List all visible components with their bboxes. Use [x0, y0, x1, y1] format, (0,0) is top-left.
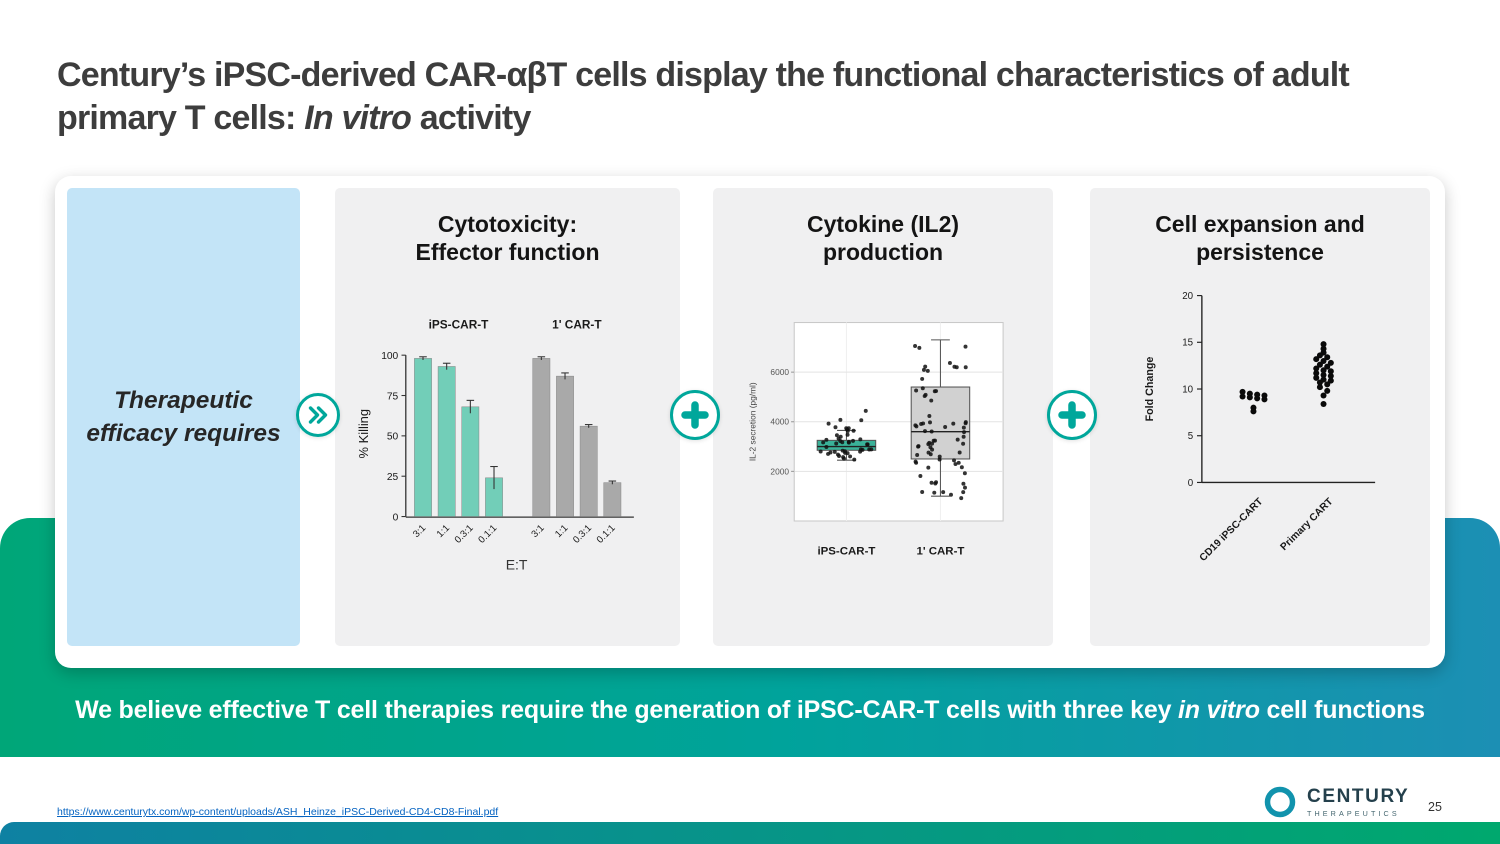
logo-subtitle: THERAPEUTICS [1307, 808, 1400, 818]
svg-text:3:1: 3:1 [411, 523, 428, 540]
cytotoxicity-title: Cytotoxicity: Effector function [415, 211, 600, 266]
banner-italic: in vitro [1178, 696, 1260, 724]
svg-text:Fold Change: Fold Change [1144, 357, 1156, 422]
svg-text:1' CAR-T: 1' CAR-T [552, 317, 602, 331]
expansion-dot-chart: 0 5 10 15 20 Fold Change CD19 iPSC-CART Primary… [1144, 291, 1376, 564]
banner-prefix: We believe effective T cell therapies re… [75, 696, 1179, 724]
svg-text:% Killing: % Killing [356, 409, 371, 459]
svg-text:0: 0 [1188, 478, 1194, 489]
efficacy-label: Therapeutic efficacy requires [86, 386, 281, 447]
svg-text:1' CAR-T: 1' CAR-T [916, 545, 964, 557]
svg-text:4000: 4000 [770, 417, 789, 427]
plus-icon [1047, 390, 1097, 440]
svg-text:2000: 2000 [770, 466, 789, 476]
therapeutic-efficacy-panel: Therapeutic efficacy requires [67, 188, 300, 646]
svg-text:3:1: 3:1 [529, 523, 546, 540]
svg-text:1:1: 1:1 [553, 523, 570, 540]
century-logo: CENTURY THERAPEUTICS [1262, 784, 1409, 820]
svg-text:iPS-CAR-T: iPS-CAR-T [428, 317, 489, 331]
svg-text:iPS-CAR-T: iPS-CAR-T [817, 545, 875, 557]
svg-text:0.1:1: 0.1:1 [594, 523, 617, 546]
svg-text:15: 15 [1182, 338, 1193, 349]
title-prefix: Century’s iPSC-derived CAR-αβT cells dis… [57, 56, 1350, 137]
svg-text:75: 75 [386, 391, 398, 402]
svg-text:E:T: E:T [505, 556, 527, 572]
svg-text:IL-2 secretion (pg/ml): IL-2 secretion (pg/ml) [748, 382, 758, 461]
key-message-banner: We believe effective T cell therapies re… [0, 696, 1500, 725]
plus-glyph [681, 401, 709, 429]
svg-text:25: 25 [386, 472, 398, 483]
svg-text:20: 20 [1182, 291, 1193, 302]
expansion-title: Cell expansion and persistence [1155, 211, 1365, 266]
svg-text:CD19 iPSC-CART: CD19 iPSC-CART [1198, 496, 1266, 564]
logo-brand: CENTURY [1307, 785, 1410, 807]
content-card: Therapeutic efficacy requires Cytotoxici… [55, 176, 1445, 668]
svg-text:10: 10 [1182, 385, 1193, 396]
cytokine-title: Cytokine (IL2) production [806, 211, 960, 266]
svg-text:50: 50 [386, 432, 398, 443]
svg-text:Primary CART: Primary CART [1279, 496, 1336, 553]
svg-text:0.3:1: 0.3:1 [571, 523, 594, 546]
plus-icon [670, 390, 720, 440]
chevron-right-glyph [308, 406, 328, 424]
svg-text:6000: 6000 [770, 367, 789, 377]
chevron-right-icon [296, 393, 340, 437]
page-number: 25 [1428, 800, 1442, 814]
svg-text:100: 100 [381, 351, 398, 362]
century-logo-icon [1264, 786, 1296, 818]
svg-text:5: 5 [1188, 431, 1193, 442]
svg-text:0.3:1: 0.3:1 [452, 523, 475, 546]
banner-suffix: cell functions [1259, 696, 1426, 724]
bottom-gradient-bar [0, 822, 1500, 844]
plus-glyph [1058, 401, 1086, 429]
cytokine-box-chart: 2000 4000 6000 IL-2 secretion (pg/ml) iPS-CA… [748, 322, 1004, 557]
title-suffix: activity [411, 98, 532, 137]
title-italic: In vitro [304, 98, 412, 137]
svg-text:0.1:1: 0.1:1 [476, 523, 499, 546]
svg-text:1:1: 1:1 [434, 523, 451, 540]
source-link[interactable]: https://www.centurytx.com/wp-content/upl… [57, 806, 499, 818]
logo-text: CENTURY THERAPEUTICS [1307, 787, 1409, 818]
cytotoxicity-panel: Cytotoxicity: Effector function 0 25 50 75 1… [335, 188, 680, 646]
expansion-panel: Cell expansion and persistence 0 5 10 15 20 F… [1090, 188, 1430, 646]
svg-text:0: 0 [392, 512, 398, 523]
cytokine-panel: Cytokine (IL2) production 2000 4000 6000 IL… [713, 188, 1053, 646]
slide-title: Century’s iPSC-derived CAR-αβT cells dis… [57, 54, 1461, 140]
